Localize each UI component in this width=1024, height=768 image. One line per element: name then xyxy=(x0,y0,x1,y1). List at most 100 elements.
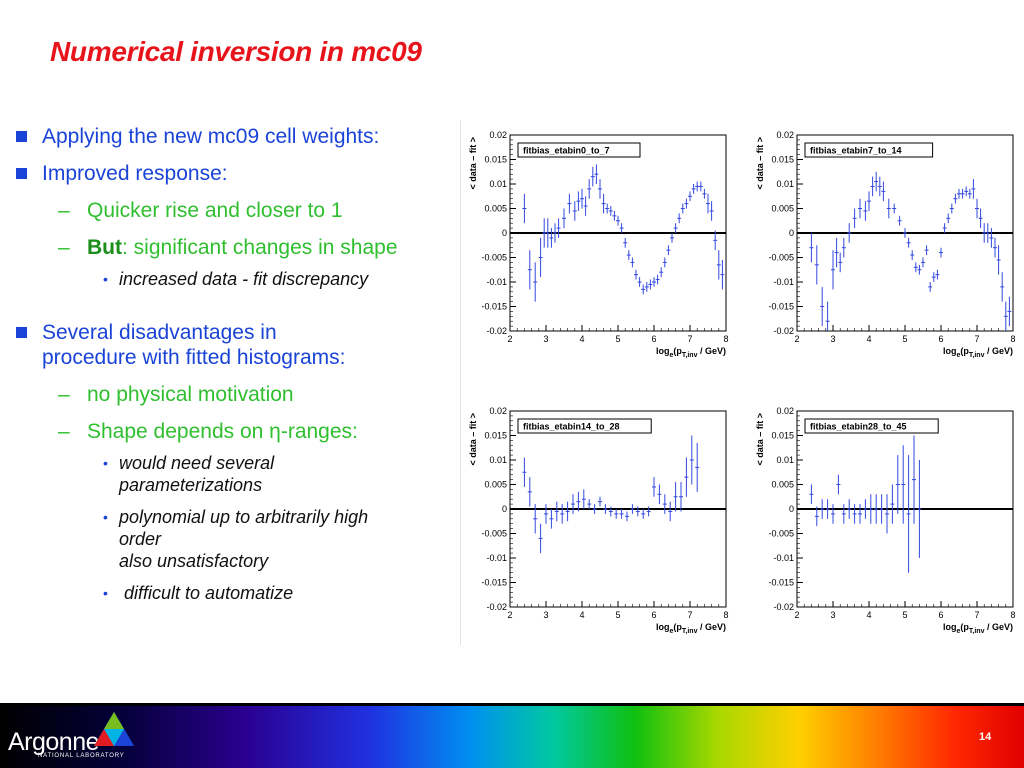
y-tick-label: 0 xyxy=(502,504,507,514)
data-point xyxy=(949,203,954,214)
data-point xyxy=(906,455,911,573)
sub-bullet-no-motivation: – no physical motivation xyxy=(58,383,294,406)
data-point xyxy=(549,228,554,248)
data-point xyxy=(867,191,871,211)
data-point xyxy=(576,491,581,512)
data-point xyxy=(565,501,570,522)
legend-box: fitbias_etabin28_to_45 xyxy=(804,418,939,434)
data-point xyxy=(921,257,925,268)
data-point xyxy=(935,269,940,280)
data-point xyxy=(957,188,961,199)
data-point xyxy=(626,250,631,260)
x-tick-label: 8 xyxy=(723,334,728,344)
data-point xyxy=(820,286,825,327)
data-point xyxy=(655,274,660,285)
y-tick-label: -0.01 xyxy=(486,553,507,563)
sub-sub-bullet-parameterizations: • would need several parameterizations xyxy=(103,453,275,495)
data-point xyxy=(630,504,635,514)
data-point xyxy=(1007,296,1012,327)
data-point xyxy=(834,237,839,268)
data-point xyxy=(581,489,586,509)
data-point xyxy=(601,193,606,214)
x-axis-label: loge(pT,inv / GeV) xyxy=(656,622,726,635)
x-tick-label: 4 xyxy=(579,334,584,344)
data-point xyxy=(605,203,610,214)
data-point xyxy=(702,188,707,199)
data-point xyxy=(587,499,592,509)
x-tick-label: 7 xyxy=(974,610,979,620)
data-point xyxy=(720,259,725,290)
x-tick-label: 2 xyxy=(794,610,799,620)
data-point xyxy=(592,504,597,514)
data-point xyxy=(598,179,602,199)
data-point xyxy=(870,176,875,197)
data-point xyxy=(533,504,538,534)
x-tick-label: 5 xyxy=(615,610,620,620)
legend-box: fitbias_etabin14_to_28 xyxy=(517,418,652,434)
data-point xyxy=(679,482,683,512)
data-point xyxy=(614,509,619,519)
data-point xyxy=(814,245,819,285)
data-point xyxy=(831,504,835,524)
data-point xyxy=(527,477,532,507)
sub-sub-bullet-discrepancy: • increased data - fit discrepancy xyxy=(103,269,369,289)
y-tick-label: -0.02 xyxy=(773,326,794,336)
data-point xyxy=(982,223,987,243)
legend-box: fitbias_etabin0_to_7 xyxy=(517,142,641,158)
data-point xyxy=(583,196,588,216)
y-tick-label: -0.01 xyxy=(773,553,794,563)
data-point xyxy=(670,233,674,243)
page-number: 14 xyxy=(979,731,992,743)
data-point xyxy=(879,494,884,524)
data-point xyxy=(852,504,857,524)
y-tick-label: 0 xyxy=(789,504,794,514)
y-tick-label: 0 xyxy=(789,228,794,238)
data-point xyxy=(545,218,550,248)
data-point xyxy=(646,506,651,517)
x-tick-label: 6 xyxy=(651,610,656,620)
legend-label: fitbias_etabin14_to_28 xyxy=(523,422,620,432)
data-point xyxy=(858,198,862,219)
data-point xyxy=(892,203,897,214)
y-tick-label: 0.005 xyxy=(771,480,794,490)
fitbias-plots: 0.020.0150.010.0050-0.005-0.01-0.015-0.0… xyxy=(468,130,1016,635)
data-point xyxy=(677,213,682,224)
data-point xyxy=(890,484,895,524)
data-point xyxy=(978,208,983,229)
legend-label: fitbias_etabin7_to_14 xyxy=(810,146,902,156)
data-point xyxy=(684,198,689,209)
y-tick-label: 0.005 xyxy=(484,480,507,490)
x-tick-label: 4 xyxy=(866,334,871,344)
data-point xyxy=(634,269,638,280)
x-tick-label: 3 xyxy=(543,334,548,344)
data-point xyxy=(538,237,543,278)
data-point xyxy=(689,435,694,485)
data-point xyxy=(841,237,846,258)
y-tick-label: -0.015 xyxy=(768,302,794,312)
data-point xyxy=(567,193,572,214)
y-tick-label: -0.02 xyxy=(773,602,794,612)
x-tick-label: 5 xyxy=(902,334,907,344)
y-tick-label: -0.015 xyxy=(768,578,794,588)
data-point xyxy=(847,499,852,519)
y-tick-label: 0.015 xyxy=(771,155,794,165)
argonne-logo-text: Argonne xyxy=(8,728,100,756)
data-point xyxy=(989,228,994,248)
y-axis-label: < data – fit > xyxy=(468,413,478,466)
data-point xyxy=(863,201,868,221)
bullet-list: Applying the new mc09 cell weights: Impr… xyxy=(14,124,464,614)
data-point xyxy=(648,279,653,290)
data-point xyxy=(831,250,835,290)
data-point xyxy=(996,245,1001,275)
y-tick-label: -0.02 xyxy=(486,326,507,336)
data-point xyxy=(897,215,902,226)
data-point xyxy=(858,504,862,524)
y-tick-label: 0.02 xyxy=(776,406,794,416)
x-tick-label: 3 xyxy=(543,610,548,620)
x-tick-label: 2 xyxy=(507,610,512,620)
data-point xyxy=(662,257,667,268)
data-point xyxy=(975,198,979,219)
data-point xyxy=(637,277,642,287)
x-tick-label: 6 xyxy=(651,334,656,344)
y-tick-label: -0.02 xyxy=(486,602,507,612)
